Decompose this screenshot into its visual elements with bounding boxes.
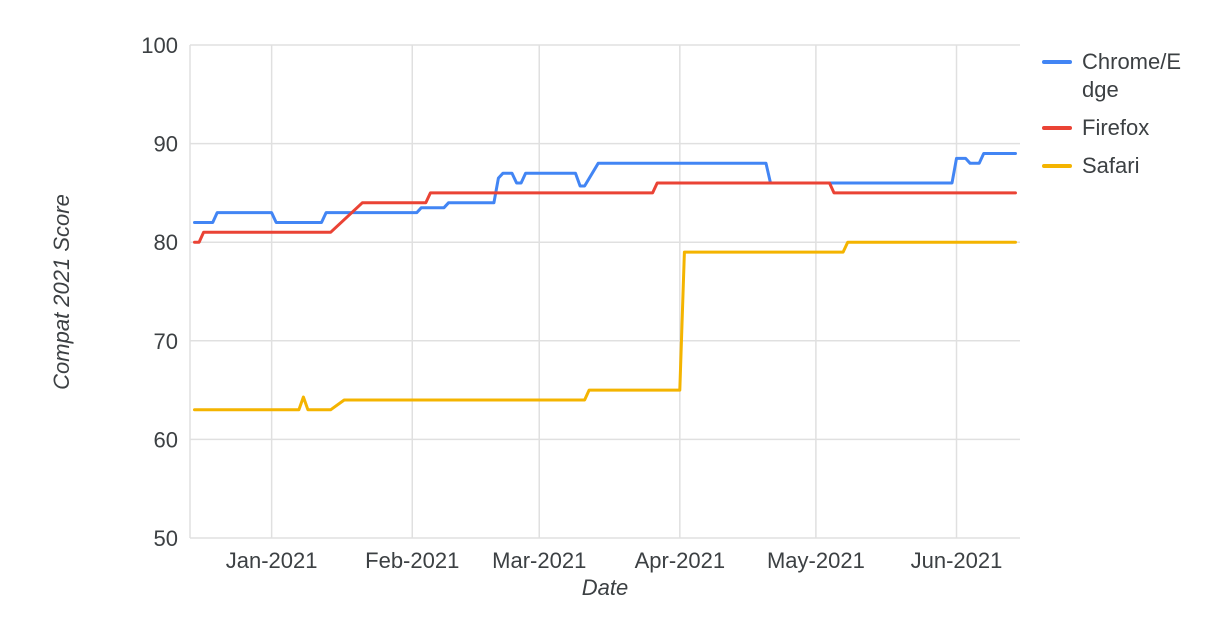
x-tick-label: May-2021 — [767, 548, 865, 573]
series-line-firefox — [193, 181, 1017, 244]
y-tick-label: 60 — [154, 427, 178, 452]
x-axis-title: Date — [581, 575, 629, 600]
series-line-chrome-edge — [193, 152, 1017, 224]
legend-swatch-safari — [1042, 164, 1072, 168]
legend-swatch-chrome-edge — [1042, 60, 1072, 64]
legend-swatch-firefox — [1042, 126, 1072, 130]
legend-item-chrome-edge: Chrome/Edge — [1042, 48, 1210, 104]
x-tick-label: Apr-2021 — [635, 548, 726, 573]
legend-label-safari: Safari — [1082, 153, 1140, 178]
y-tick-label: 50 — [154, 526, 178, 551]
legend-label-chrome-edge: Chrome/Edge — [1082, 49, 1182, 102]
y-tick-label: 80 — [154, 230, 178, 255]
y-axis-title: Compat 2021 Score — [49, 194, 74, 390]
y-tick-label: 90 — [154, 132, 178, 157]
legend-item-safari: Safari — [1042, 152, 1210, 180]
series-line-safari — [193, 240, 1017, 412]
y-tick-label: 100 — [141, 33, 178, 58]
legend-label-firefox: Firefox — [1082, 115, 1150, 140]
x-tick-label: Jun-2021 — [911, 548, 1003, 573]
x-tick-label: Feb-2021 — [365, 548, 459, 573]
y-tick-label: 70 — [154, 329, 178, 354]
x-tick-label: Mar-2021 — [492, 548, 586, 573]
legend: Chrome/Edge Firefox Safari — [1042, 48, 1210, 180]
x-tick-label: Jan-2021 — [226, 548, 318, 573]
legend-item-firefox: Firefox — [1042, 114, 1210, 142]
